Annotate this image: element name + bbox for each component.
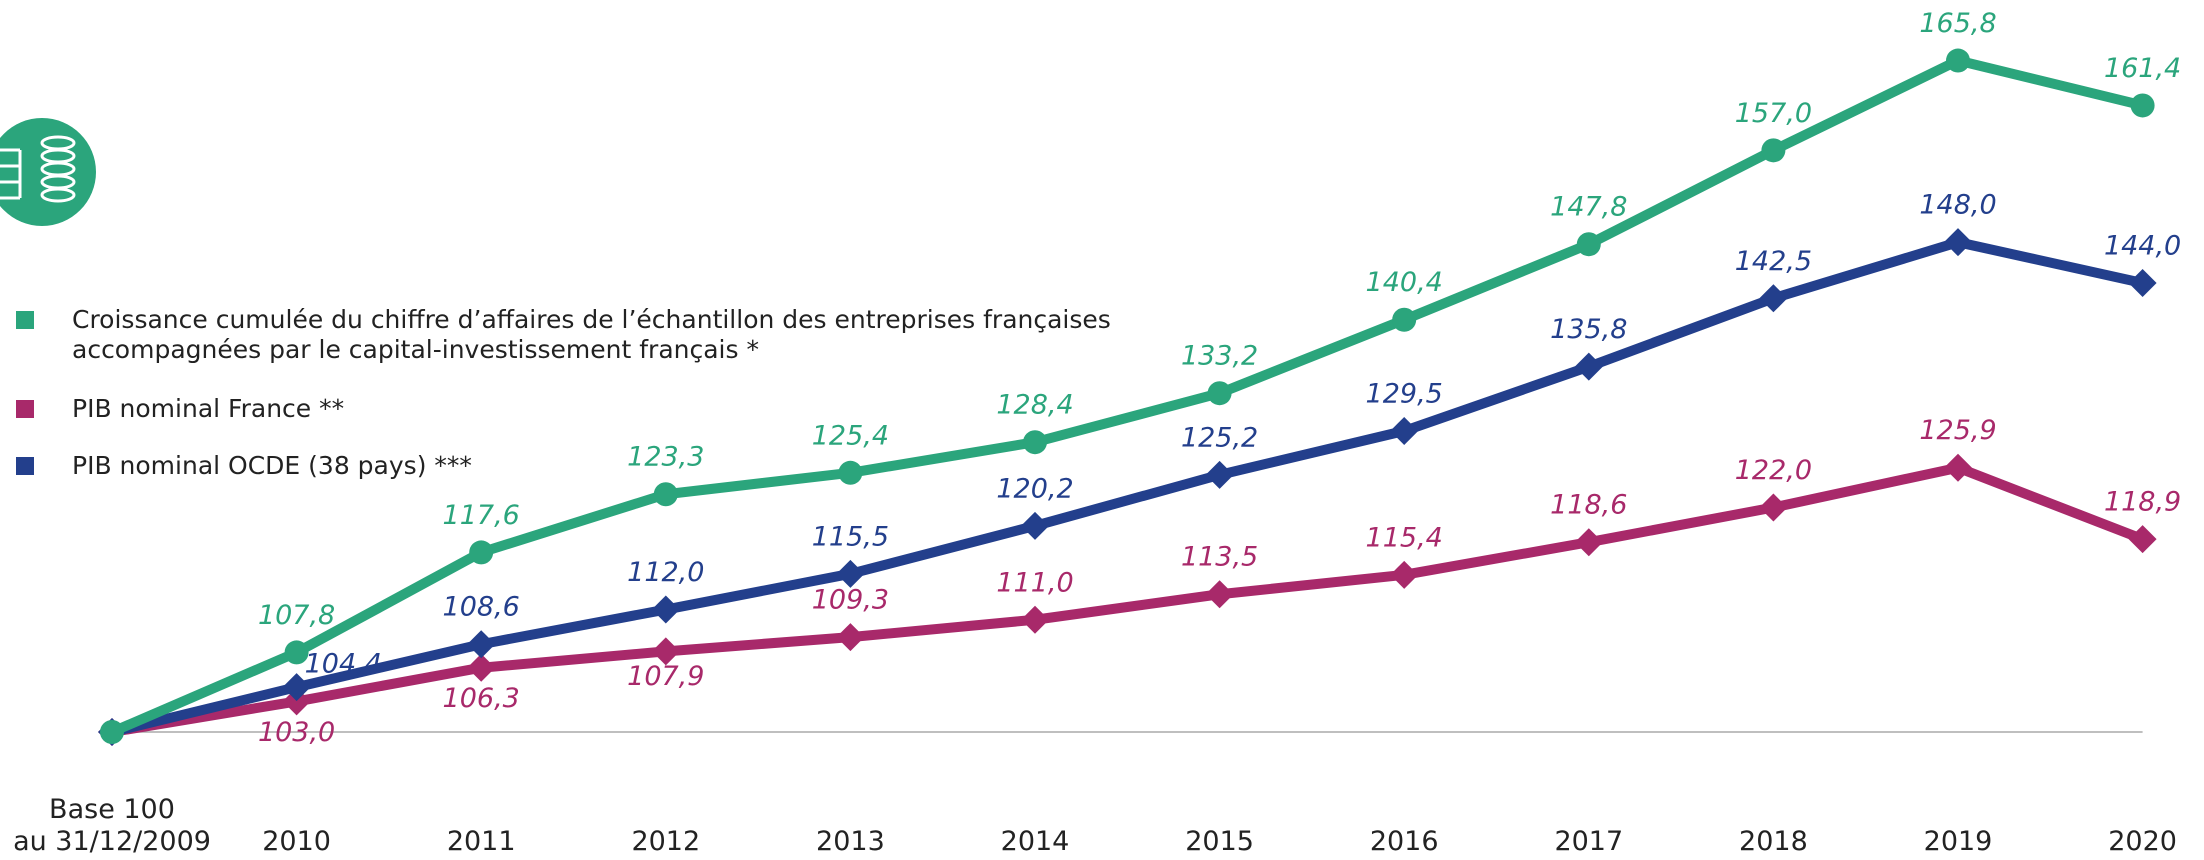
marker [1574, 352, 1603, 381]
marker [1023, 430, 1047, 455]
marker [836, 559, 865, 588]
marker [1390, 416, 1419, 445]
data-label: 128,4 [996, 390, 1073, 421]
x-tick-label: 2015 [1185, 826, 1254, 857]
data-label: 147,8 [1550, 192, 1627, 223]
marker [469, 540, 494, 565]
data-label: 129,5 [1366, 378, 1443, 409]
legend-label: Croissance cumulée du chiffre d’affaires… [72, 305, 1111, 364]
data-label: 108,6 [443, 592, 520, 623]
x-tick-label: 2019 [1923, 826, 1993, 857]
x-tick-label: 2020 [2108, 826, 2177, 857]
marker [2130, 93, 2155, 118]
marker [467, 630, 496, 659]
marker [1574, 528, 1603, 557]
legend-swatch [16, 400, 34, 418]
marker [1576, 232, 1601, 257]
data-label: 165,8 [1919, 8, 1996, 39]
data-label: 157,0 [1735, 98, 1812, 129]
data-label: 142,5 [1735, 246, 1812, 277]
data-label: 107,9 [627, 661, 704, 692]
legend-swatch [16, 311, 34, 329]
marker [1390, 560, 1419, 589]
marker [1021, 605, 1049, 634]
data-label: 161,4 [2104, 53, 2181, 84]
marker [467, 653, 496, 682]
marker [1944, 453, 1972, 482]
legend-swatch [16, 457, 34, 475]
data-label: 144,0 [2104, 231, 2181, 262]
x-tick-label: 2018 [1739, 826, 1808, 857]
marker [838, 460, 863, 485]
marker [1944, 228, 1972, 257]
data-label: 125,4 [812, 420, 889, 451]
icon [0, 118, 96, 226]
marker [1759, 493, 1788, 522]
x-tick-label: 2011 [446, 826, 516, 857]
x-tick-label: Base 100 au 31/12/2009 [13, 794, 211, 857]
marker [2128, 525, 2157, 554]
x-tick-label: 2013 [816, 826, 885, 857]
x-tick-label: 2017 [1554, 826, 1624, 857]
data-label: 120,2 [996, 473, 1073, 504]
x-tick-label: 2014 [1000, 826, 1070, 857]
data-label: 125,9 [1919, 415, 1996, 446]
legend-label: PIB nominal OCDE (38 pays) *** [72, 451, 472, 480]
x-tick-label: 2016 [1369, 826, 1439, 857]
data-label: 122,0 [1735, 455, 1812, 486]
marker [651, 595, 680, 624]
data-label: 135,8 [1550, 314, 1627, 345]
data-label: 111,0 [996, 567, 1073, 598]
marker [1207, 381, 1232, 406]
series-line [111, 462, 2145, 737]
data-label: 117,6 [443, 500, 520, 531]
data-label: 104,4 [305, 649, 382, 680]
data-label: 106,3 [443, 683, 520, 714]
marker [651, 637, 680, 666]
series-line [110, 237, 2144, 737]
data-label: 118,6 [1550, 490, 1627, 521]
marker [1761, 138, 1786, 163]
marker [2128, 269, 2157, 297]
x-tick-label: 2010 [262, 826, 331, 857]
marker [284, 640, 309, 665]
marker [1205, 580, 1234, 609]
data-label: 133,2 [1181, 341, 1258, 372]
data-label: 112,0 [627, 557, 704, 588]
series-line [110, 55, 2144, 737]
marker [653, 482, 678, 507]
marker [282, 673, 311, 702]
x-tick-label: 2012 [631, 826, 701, 857]
data-label: 115,5 [812, 521, 889, 552]
marker [282, 687, 311, 716]
data-label: 148,0 [1919, 190, 1996, 221]
data-label: 107,8 [258, 600, 335, 631]
marker [1946, 48, 1970, 73]
data-label: 123,3 [627, 442, 704, 473]
marker [836, 623, 865, 652]
data-label: 103,0 [258, 717, 335, 748]
marker [1392, 307, 1417, 332]
legend-label: PIB nominal France ** [72, 394, 345, 423]
data-label: 113,5 [1181, 542, 1258, 573]
data-label: 115,4 [1366, 522, 1443, 553]
marker [1205, 460, 1234, 489]
marker [100, 720, 124, 744]
data-label: 125,2 [1181, 422, 1258, 453]
marker [1021, 511, 1049, 540]
data-label: 118,9 [2104, 487, 2181, 518]
data-label: 109,3 [812, 585, 889, 616]
marker [1759, 284, 1788, 313]
data-label: 140,4 [1366, 267, 1443, 298]
